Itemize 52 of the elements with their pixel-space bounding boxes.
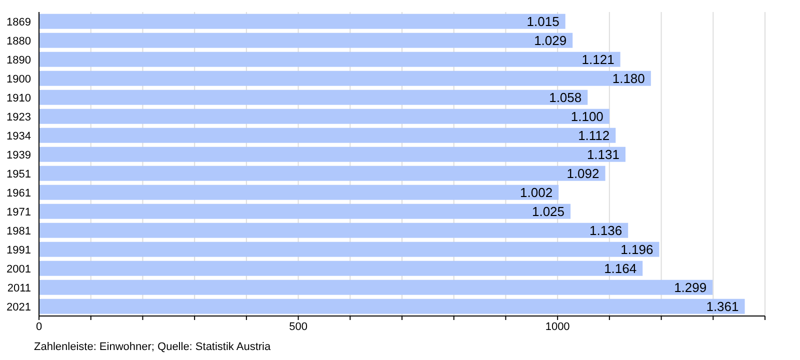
data-label: 1.025	[532, 204, 565, 219]
y-tick-label: 1910	[6, 92, 31, 104]
bar	[39, 260, 643, 276]
data-label: 1.136	[590, 222, 622, 238]
data-label: 1.029	[534, 32, 567, 48]
bar	[39, 32, 573, 48]
y-tick-label: 2021	[6, 301, 31, 314]
data-label: 1.058	[549, 90, 582, 105]
y-tick-label: 1951	[6, 168, 31, 180]
x-tick-label: 0	[36, 320, 42, 333]
y-tick-label: 1991	[6, 244, 31, 256]
bar	[39, 242, 660, 257]
bar	[39, 166, 606, 181]
y-tick-label: 1939	[6, 149, 31, 162]
y-tick-label: 1900	[6, 73, 31, 86]
bar	[39, 298, 745, 314]
y-tick-label: 1971	[6, 206, 31, 218]
data-label: 1.164	[604, 260, 637, 276]
data-label: 1.121	[582, 52, 614, 67]
bar	[39, 90, 588, 105]
data-label: 1.015	[526, 14, 560, 29]
y-tick-label: 2001	[6, 263, 31, 276]
bar	[39, 146, 626, 162]
data-label: 1.112	[578, 128, 610, 143]
y-tick-label: 1890	[6, 54, 31, 66]
data-label: 1.092	[566, 166, 600, 181]
data-label: 1.100	[570, 108, 604, 124]
data-label: 1.196	[620, 242, 654, 257]
data-label: 1.131	[586, 146, 620, 162]
data-label: 1.180	[612, 70, 645, 86]
y-tick-label: 1934	[6, 130, 31, 142]
bar	[39, 52, 620, 67]
bar	[39, 128, 616, 143]
bar	[39, 70, 651, 86]
data-label: 1.299	[674, 280, 707, 295]
data-label: 1.002	[520, 184, 553, 200]
y-tick-label: 1869	[6, 16, 31, 28]
bar	[39, 204, 571, 219]
bar	[39, 14, 566, 29]
y-tick-label: 1961	[6, 187, 31, 200]
y-tick-label: 1923	[6, 111, 31, 124]
x-tick-label: 1000	[545, 320, 570, 333]
text: Zahlenleiste: Einwohner; Quelle: Statistik Austria	[34, 341, 271, 353]
data-label: 1.361	[706, 298, 739, 314]
x-tick-label: 500	[289, 320, 308, 333]
bar	[39, 280, 713, 295]
bar	[39, 108, 610, 124]
y-tick-label: 1880	[6, 35, 31, 48]
y-tick-label: 1981	[6, 225, 31, 238]
y-tick-label: 2011	[7, 282, 31, 294]
bar	[39, 222, 628, 238]
bar	[39, 184, 559, 200]
